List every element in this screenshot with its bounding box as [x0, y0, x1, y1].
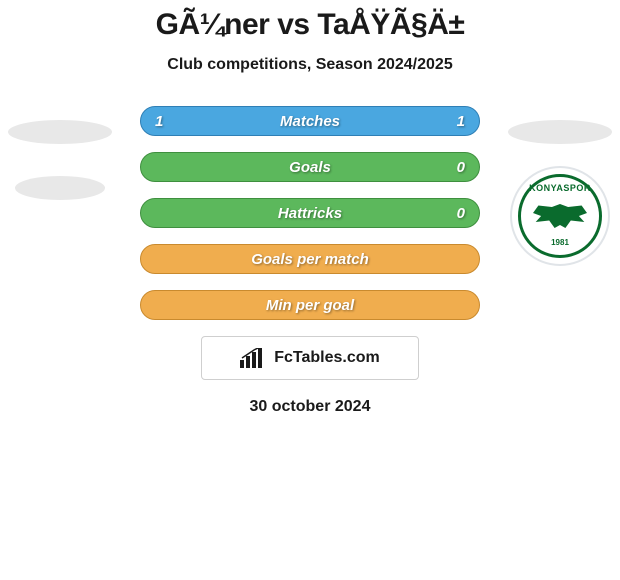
stat-label: Goals: [141, 159, 479, 176]
branding-link[interactable]: FcTables.com: [201, 336, 419, 380]
date-line: 30 october 2024: [0, 398, 620, 416]
stat-row-hattricks: Hattricks 0: [140, 198, 480, 228]
page-title: GÃ¼ner vs TaÅŸÃ§Ä±: [0, 0, 620, 42]
stat-right-value: 1: [457, 113, 465, 130]
stats-area: 1 Matches 1 Goals 0 Hattricks 0 Goals pe…: [0, 106, 620, 320]
stat-row-matches: 1 Matches 1: [140, 106, 480, 136]
stat-left-value: 1: [155, 113, 163, 130]
bars-icon: [240, 348, 266, 368]
stat-row-goals-per-match: Goals per match: [140, 244, 480, 274]
brand-label: FcTables.com: [274, 349, 380, 367]
stat-label: Min per goal: [141, 297, 479, 314]
stat-row-goals: Goals 0: [140, 152, 480, 182]
stat-label: Matches: [141, 113, 479, 130]
subtitle: Club competitions, Season 2024/2025: [0, 56, 620, 74]
stat-label: Goals per match: [141, 251, 479, 268]
stat-right-value: 0: [457, 159, 465, 176]
stat-label: Hattricks: [141, 205, 479, 222]
stat-row-min-per-goal: Min per goal: [140, 290, 480, 320]
comparison-card: GÃ¼ner vs TaÅŸÃ§Ä± Club competitions, Se…: [0, 0, 620, 580]
stat-right-value: 0: [457, 205, 465, 222]
